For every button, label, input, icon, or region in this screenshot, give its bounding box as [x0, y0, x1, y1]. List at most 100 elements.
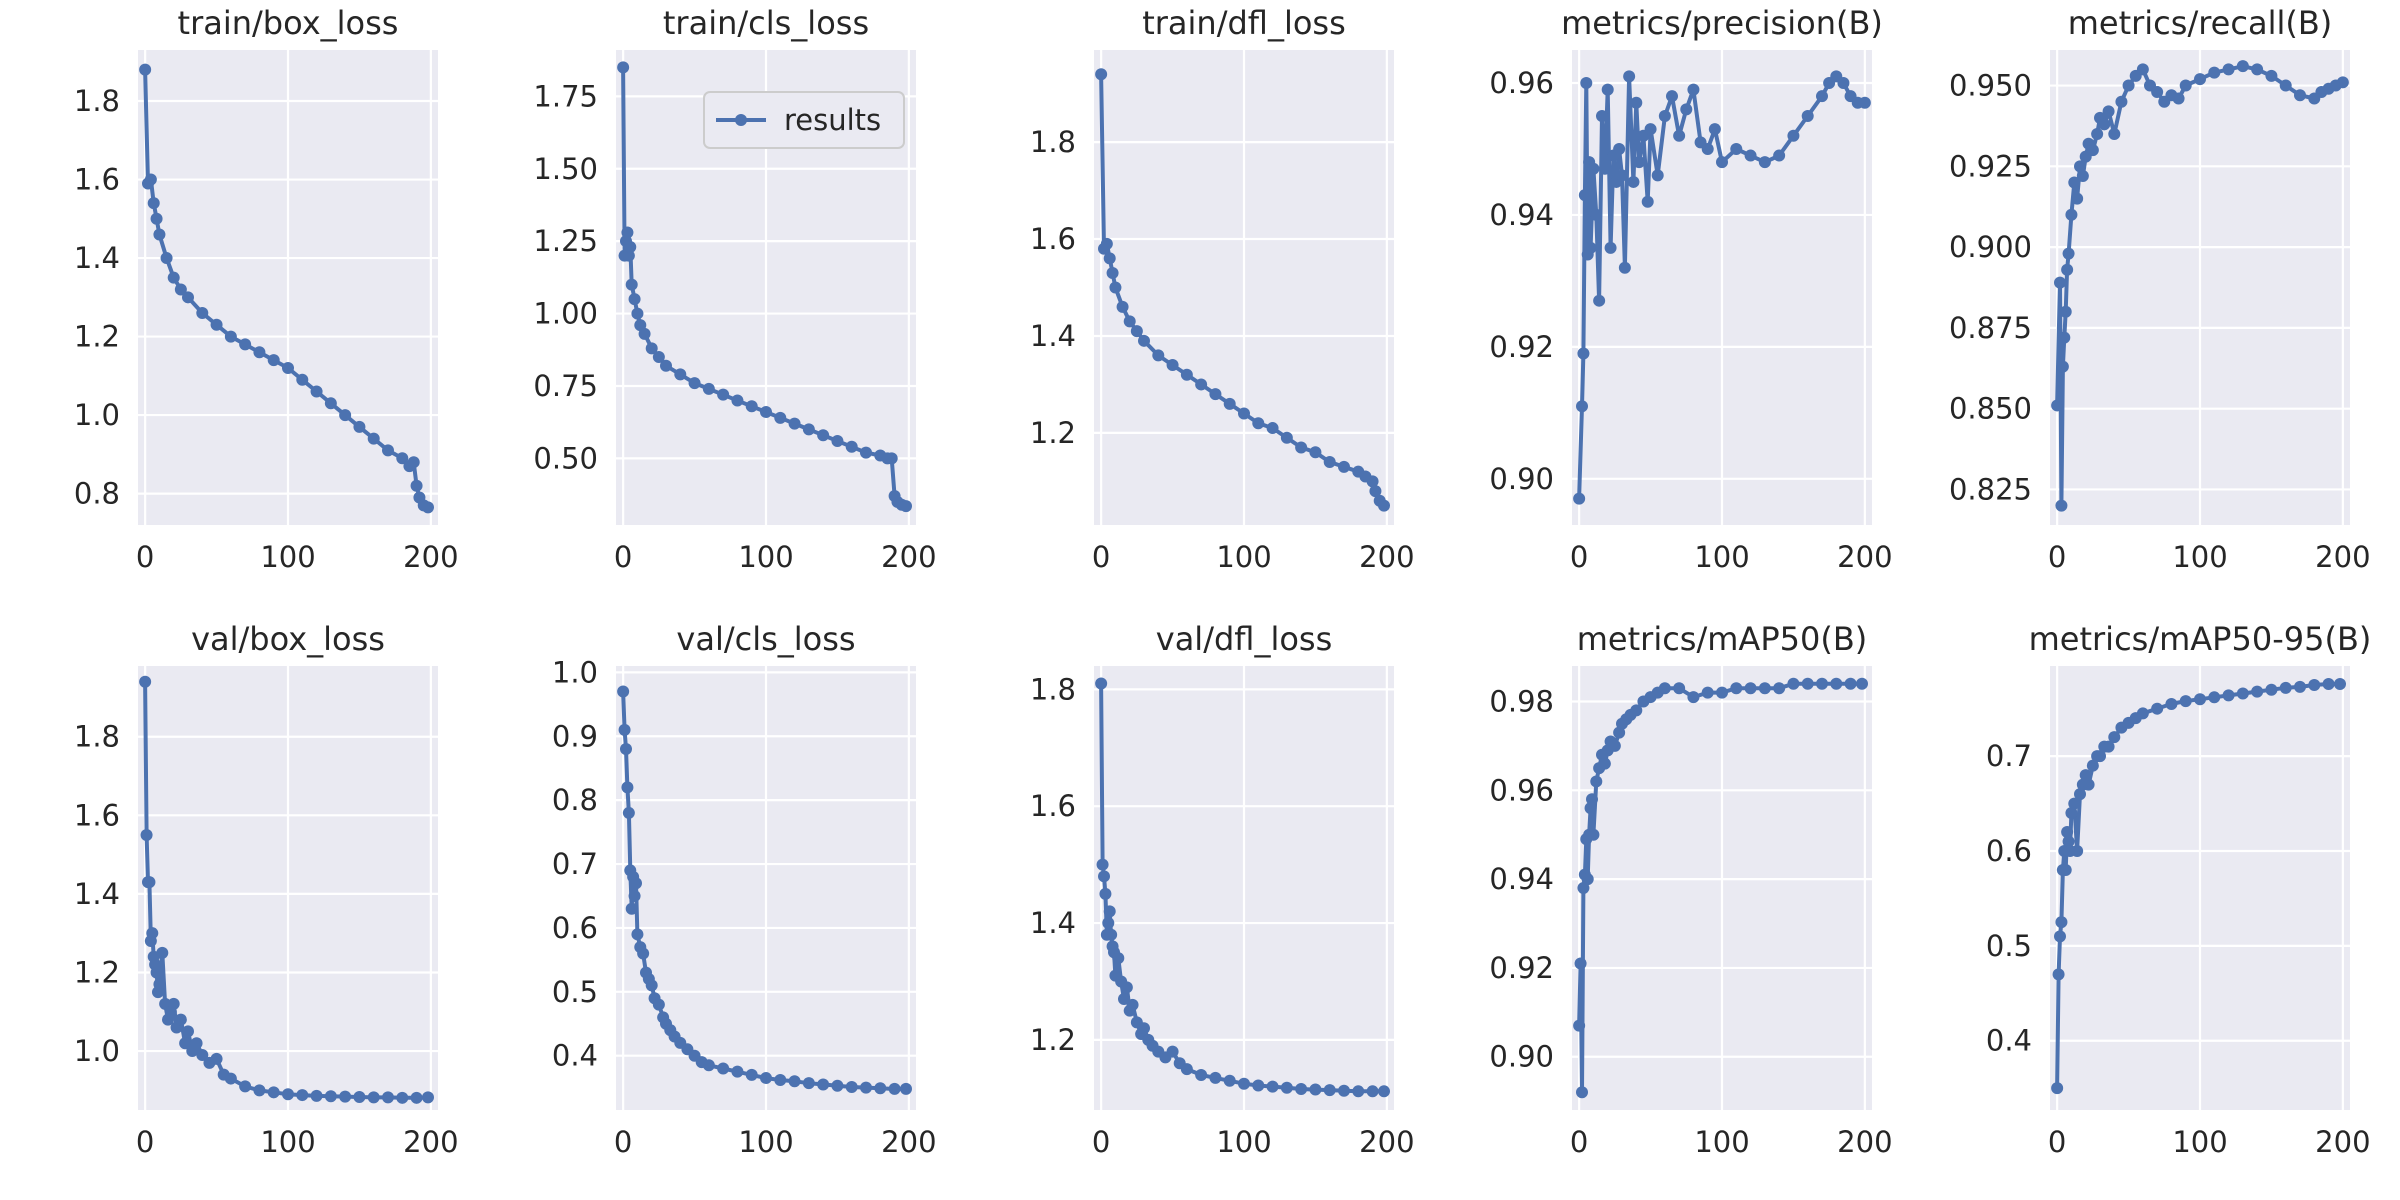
data-point	[1323, 1084, 1336, 1097]
data-point	[1095, 68, 1108, 81]
subplot-6: 0 100 200 1.0 1.2 1.4 1.6 1.8 val/box_loss	[74, 620, 459, 1159]
data-point	[147, 197, 160, 210]
data-point	[774, 1073, 787, 1086]
data-point	[2071, 192, 2084, 205]
data-point	[1744, 149, 1757, 162]
data-point	[1837, 76, 1850, 89]
x-tick-label: 100	[2172, 540, 2227, 574]
data-point	[1576, 400, 1588, 413]
data-point	[1100, 237, 1113, 250]
x-tick-label: 200	[1359, 540, 1414, 574]
subplot-4: 0 100 200 0.90 0.92 0.94 0.96metrics/precision…	[1489, 4, 1892, 574]
data-point	[1716, 156, 1728, 169]
data-point	[239, 338, 252, 351]
data-point	[1577, 347, 1590, 360]
data-point	[2265, 69, 2278, 82]
data-point	[1758, 156, 1771, 169]
data-point	[2322, 678, 2335, 691]
data-point	[1280, 431, 1293, 444]
data-point	[652, 998, 665, 1011]
data-point	[174, 283, 187, 296]
subplot-9: 0 100 200 0.90 0.92 0.94 0.96 0.98 metrics/mAP50…	[1489, 620, 1892, 1159]
data-point	[182, 1025, 194, 1038]
data-point	[2251, 63, 2264, 76]
data-point	[1195, 1068, 1208, 1081]
data-point	[860, 1081, 872, 1094]
data-point	[1773, 682, 1786, 695]
data-point	[2055, 916, 2068, 929]
subplot-title: metrics/precision(B)	[1561, 4, 1883, 42]
y-tick-label: 0.6	[552, 911, 598, 945]
data-point	[410, 479, 423, 492]
data-point	[367, 1091, 380, 1104]
data-point	[1708, 123, 1721, 136]
data-point	[1744, 682, 1757, 695]
data-point	[2061, 826, 2074, 839]
data-point	[1658, 682, 1671, 695]
data-point	[253, 1084, 266, 1097]
data-point	[2068, 797, 2081, 810]
data-point	[745, 1068, 758, 1081]
data-point	[1323, 455, 1336, 468]
data-point	[622, 806, 635, 819]
data-point	[1641, 195, 1654, 208]
data-point	[1590, 775, 1603, 788]
y-tick-label: 1.00	[533, 297, 598, 331]
data-point	[1574, 957, 1587, 970]
y-tick-label: 0.8	[74, 477, 120, 511]
data-point	[1801, 677, 1814, 690]
data-point	[1180, 1063, 1193, 1076]
data-point	[760, 406, 772, 419]
data-point	[210, 1052, 223, 1065]
data-point	[1578, 189, 1591, 202]
x-tick-label: 200	[2315, 1125, 2370, 1159]
data-point	[2122, 79, 2135, 92]
subplot-title: metrics/mAP50(B)	[1577, 620, 1868, 658]
data-point	[717, 1062, 730, 1075]
data-point	[382, 1091, 394, 1104]
data-point	[2065, 807, 2078, 820]
data-point	[831, 1079, 844, 1092]
data-point	[2236, 687, 2249, 700]
data-point	[296, 1089, 309, 1102]
data-point	[1573, 1019, 1586, 1032]
data-point	[1166, 359, 1179, 372]
x-tick-label: 200	[881, 1125, 936, 1159]
y-tick-label: 0.950	[1949, 69, 2032, 103]
data-point	[1106, 266, 1119, 279]
data-point	[1787, 129, 1800, 142]
data-point	[150, 966, 163, 979]
data-point	[1701, 686, 1714, 699]
data-point	[1844, 677, 1857, 690]
data-point	[900, 1082, 912, 1095]
y-tick-label: 0.9	[552, 719, 598, 753]
x-tick-label: 100	[1216, 540, 1271, 574]
data-point	[1618, 261, 1631, 274]
data-point	[190, 1037, 203, 1050]
data-point	[1630, 96, 1643, 109]
data-point	[628, 293, 641, 306]
y-tick-label: 1.0	[74, 398, 120, 432]
data-point	[422, 501, 434, 514]
y-tick-label: 0.4	[1986, 1024, 2032, 1058]
data-point	[153, 978, 166, 991]
data-point	[224, 1072, 237, 1085]
data-point	[144, 173, 157, 186]
data-point	[1118, 993, 1130, 1005]
y-tick-label: 1.4	[74, 241, 120, 275]
x-tick-label: 200	[403, 1125, 458, 1159]
data-point	[2059, 863, 2072, 876]
data-point	[831, 435, 844, 448]
data-point	[353, 420, 366, 433]
data-point	[1584, 802, 1597, 815]
y-tick-label: 0.98	[1489, 685, 1554, 719]
data-point	[167, 997, 180, 1010]
data-point	[282, 361, 294, 374]
data-point	[2172, 92, 2185, 105]
data-point	[1701, 142, 1714, 155]
data-point	[888, 1082, 901, 1095]
data-point	[396, 452, 409, 465]
data-point	[422, 1091, 434, 1104]
legend: results	[703, 91, 905, 149]
y-tick-label: 1.0	[552, 655, 598, 689]
